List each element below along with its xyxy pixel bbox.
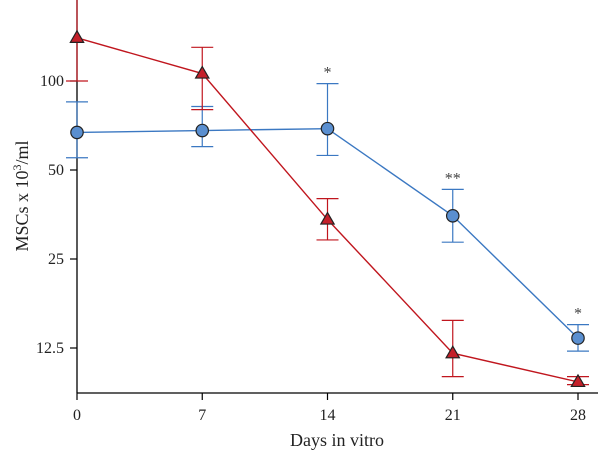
x-tick-label: 0 <box>73 407 81 424</box>
data-point <box>195 123 210 138</box>
significance-marker: * <box>324 65 332 82</box>
annotations-layer: °**** <box>324 65 583 323</box>
y-axis-label-unit: /ml <box>12 140 32 164</box>
y-axis-label-superscript: 3 <box>10 164 24 170</box>
x-tick-label: 14 <box>320 407 336 424</box>
axes <box>76 0 598 394</box>
data-point <box>571 331 585 345</box>
significance-marker: * <box>574 306 582 323</box>
data-point <box>445 345 461 359</box>
data-point <box>69 29 85 43</box>
series-layer <box>66 0 589 388</box>
y-axis-label-main: MSCs x 10 <box>12 170 32 251</box>
data-point <box>194 65 210 79</box>
y-ticks: 12.5 25 50 100 <box>36 73 77 357</box>
data-point <box>570 373 586 388</box>
y-tick-label: 25 <box>48 251 64 268</box>
data-point <box>70 125 84 140</box>
data-point <box>320 121 335 136</box>
x-ticks: 0 7 14 21 28 <box>73 393 586 424</box>
x-axis-label: Days in vitro <box>290 430 384 450</box>
x-tick-label: 7 <box>198 407 206 424</box>
y-tick-label: 100 <box>40 73 64 90</box>
data-point <box>445 208 460 223</box>
x-tick-label: 28 <box>570 407 586 424</box>
data-point <box>319 211 336 225</box>
y-tick-label: 50 <box>48 162 64 179</box>
error-bar <box>316 82 339 157</box>
significance-marker: ** <box>445 170 461 187</box>
x-tick-label: 21 <box>445 407 461 424</box>
series-circle <box>66 82 589 352</box>
y-axis-label: MSCs x 103/ml <box>10 140 32 251</box>
series-triangle <box>66 0 589 388</box>
y-tick-label: 12.5 <box>36 340 64 357</box>
